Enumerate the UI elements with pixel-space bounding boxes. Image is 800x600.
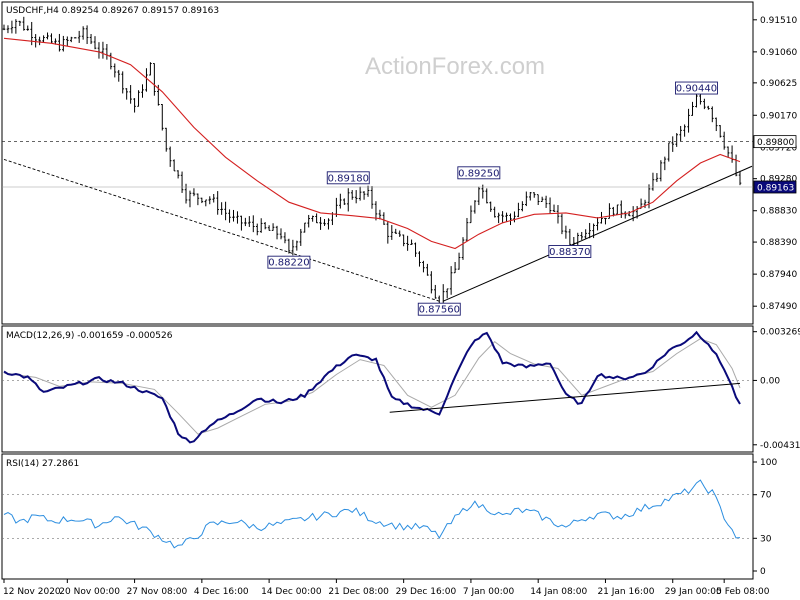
rsi-y-tick-label: 100 (760, 458, 777, 468)
y-tick-label: 0.90170 (760, 111, 797, 121)
x-tick-label: 14 Jan 08:00 (530, 587, 587, 597)
x-tick-label: 4 Dec 16:00 (194, 587, 249, 597)
macd-y-tick-label: -0.004316 (760, 441, 800, 451)
macd-y-axis: 0.003269 0.00 -0.004316 (753, 328, 800, 451)
y-tick-label: 0.91060 (760, 48, 797, 58)
main-header: USDCHF,H4 0.89254 0.89267 0.89157 0.8916… (6, 6, 219, 16)
moving-average-line (3, 37, 741, 250)
macd-y-tick-label: 0.00 (760, 376, 780, 386)
last-price-tag-text: 0.89163 (757, 184, 794, 194)
price-label-box (457, 166, 501, 180)
macd-line (3, 330, 741, 444)
rsi-header: RSI(14) 27.2861 (6, 459, 79, 469)
y-tick-label: 0.88390 (760, 238, 797, 248)
x-tick-label: 21 Dec 08:00 (328, 587, 389, 597)
x-tick-label: 21 Jan 16:00 (597, 587, 654, 597)
watermark: ActionForex.com (365, 53, 545, 80)
x-tick-label: 29 Dec 16:00 (396, 587, 457, 597)
price-label-box (675, 81, 718, 95)
up-trendline (443, 165, 753, 302)
rsi-panel: RSI(14) 27.2861 (1, 453, 754, 580)
x-tick-label: 12 Nov 2020 (3, 587, 61, 597)
x-tick-label: 7 Jan 00:00 (463, 587, 515, 597)
macd-header: MACD(12,26,9) -0.001659 -0.000526 (6, 331, 173, 341)
price-label-box (548, 245, 592, 258)
y-tick-label: 0.88830 (760, 207, 797, 217)
rsi-line (3, 479, 741, 549)
y-tick-label: 0.87490 (760, 302, 797, 312)
x-tick-label: 27 Nov 08:00 (127, 587, 188, 597)
y-tick-label: 0.91510 (760, 16, 797, 26)
price-label-box (417, 302, 461, 316)
y-tick-label: 0.89720 (760, 143, 797, 153)
x-tick-label: 29 Jan 00:00 (665, 587, 722, 597)
resistance-tag (753, 135, 797, 149)
price-label-box (326, 171, 370, 185)
down-trendline (3, 159, 440, 302)
resistance-tag-text: 0.89800 (757, 138, 794, 148)
price-label: 0.87560 (419, 305, 460, 316)
rsi-y-axis: 100 70 30 0 (753, 458, 777, 577)
price-label: 0.89180 (328, 173, 369, 184)
macd-panel: MACD(12,26,9) -0.001659 -0.000526 (1, 325, 754, 453)
price-label-box (267, 255, 311, 269)
price-label: 0.88370 (549, 247, 590, 258)
rsi-y-tick-label: 0 (760, 567, 766, 577)
y-tick-label: 0.89280 (760, 175, 797, 185)
x-tick-label: 14 Dec 00:00 (261, 587, 322, 597)
macd-trendline (389, 382, 741, 413)
rsi-y-tick-label: 70 (760, 491, 772, 501)
y-tick-label: 0.87940 (760, 270, 797, 280)
price-label: 0.89250 (458, 168, 499, 179)
macd-y-tick-label: 0.003269 (760, 328, 800, 338)
x-tick-label: 5 Feb 08:00 (716, 587, 770, 597)
main-panel: ActionForex.com 0.90440 0.89250 0.89180 0.8… (1, 1, 754, 325)
last-price-tag (753, 180, 797, 194)
x-tick-label: 20 Nov 00:00 (59, 587, 120, 597)
price-label: 0.90440 (676, 84, 717, 95)
rsi-y-tick-label: 30 (760, 534, 772, 544)
main-y-axis: 0.91510 0.91060 0.90625 0.90170 0.89720 0.892… (753, 16, 797, 312)
y-tick-label: 0.90625 (760, 79, 797, 89)
price-label: 0.88220 (268, 258, 309, 269)
